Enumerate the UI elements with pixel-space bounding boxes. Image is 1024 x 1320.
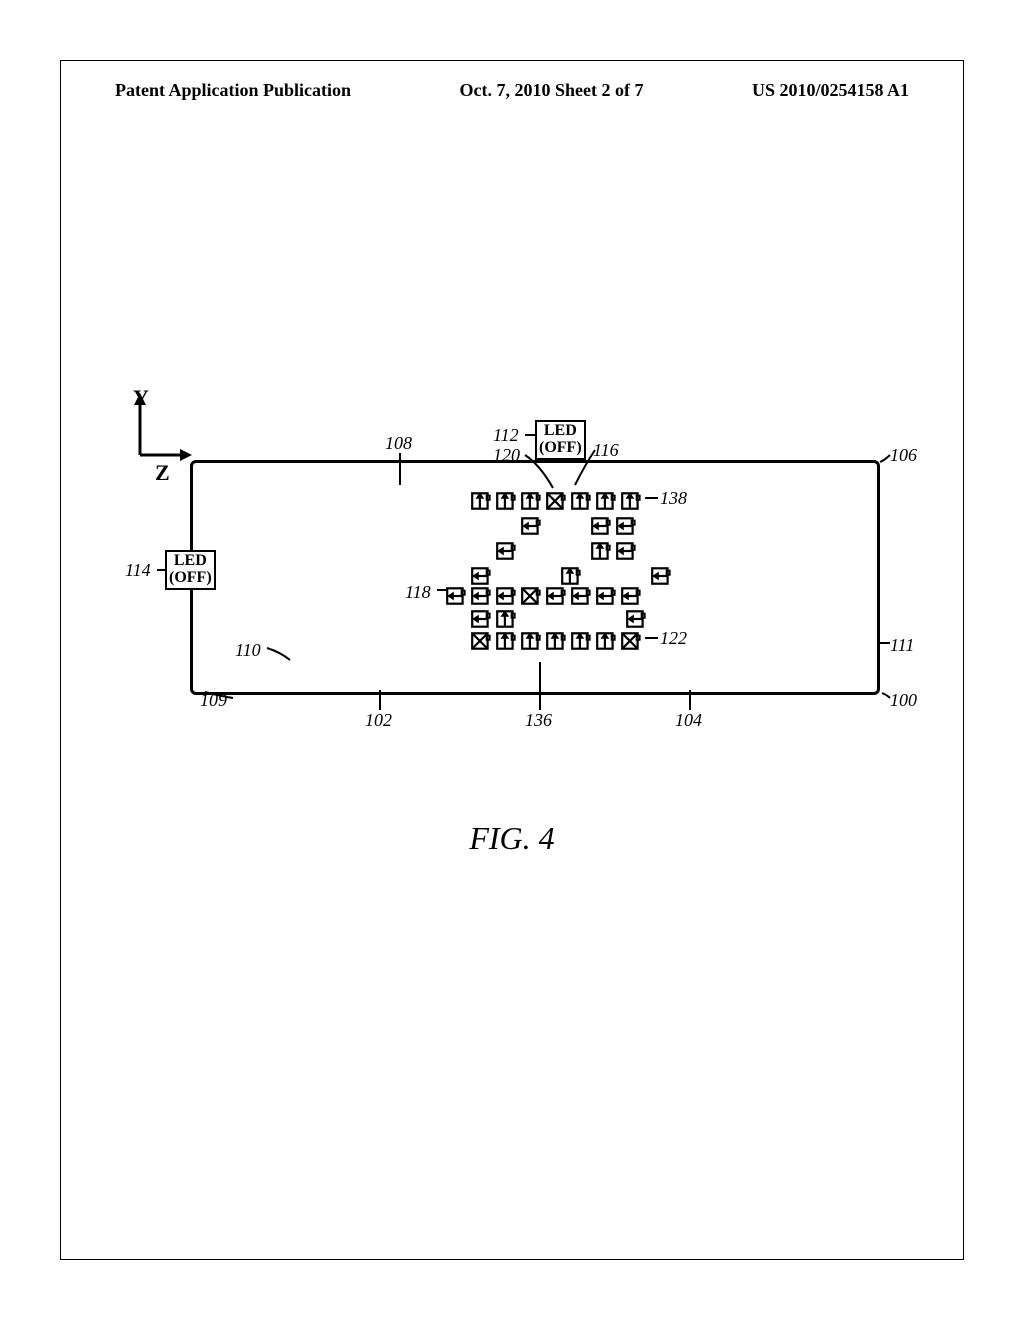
figure-4: Y Z LED (OFF) LED (OFF) 108 112 120 116 … xyxy=(115,390,905,790)
ref-110: 110 xyxy=(235,640,261,661)
arrow-left-icon xyxy=(495,585,517,607)
arrow-up-icon xyxy=(470,490,492,512)
arrow-up-icon xyxy=(495,490,517,512)
arrow-left-icon xyxy=(650,565,672,587)
page-header: Patent Application Publication Oct. 7, 2… xyxy=(0,80,1024,101)
arrow-up-icon xyxy=(495,630,517,652)
figure-caption: FIG. 4 xyxy=(0,820,1024,857)
arrow-up-icon xyxy=(590,540,612,562)
y-axis-label: Y xyxy=(133,385,149,411)
ref-106: 106 xyxy=(890,445,917,466)
led-top-l1: LED xyxy=(544,422,577,439)
ref-109: 109 xyxy=(200,690,227,711)
arrow-up-icon xyxy=(595,490,617,512)
x-box-icon xyxy=(620,630,642,652)
arrow-up-icon xyxy=(545,630,567,652)
ref-120: 120 xyxy=(493,445,520,466)
ref-111: 111 xyxy=(890,635,914,656)
arrow-left-icon xyxy=(545,585,567,607)
arrow-left-icon xyxy=(590,515,612,537)
led-left-l1: LED xyxy=(174,552,207,569)
x-box-icon xyxy=(520,585,542,607)
led-left-l2: (OFF) xyxy=(169,569,212,586)
arrow-left-icon xyxy=(445,585,467,607)
arrow-up-icon xyxy=(495,608,517,630)
arrow-up-icon xyxy=(570,630,592,652)
ref-112: 112 xyxy=(493,425,519,446)
led-top-l2: (OFF) xyxy=(539,439,582,456)
arrow-up-icon xyxy=(560,565,582,587)
arrow-up-icon xyxy=(570,490,592,512)
z-axis-label: Z xyxy=(155,460,170,486)
arrow-up-icon xyxy=(520,490,542,512)
ref-118: 118 xyxy=(405,582,431,603)
x-box-icon xyxy=(545,490,567,512)
ref-104: 104 xyxy=(675,710,702,731)
arrow-left-icon xyxy=(470,565,492,587)
led-left-box: LED (OFF) xyxy=(165,550,216,590)
ref-102: 102 xyxy=(365,710,392,731)
arrow-left-icon xyxy=(470,585,492,607)
x-box-icon xyxy=(470,630,492,652)
arrow-left-icon xyxy=(470,608,492,630)
arrow-left-icon xyxy=(625,608,647,630)
ref-136: 136 xyxy=(525,710,552,731)
led-top-box: LED (OFF) xyxy=(535,420,586,460)
arrow-left-icon xyxy=(520,515,542,537)
arrow-left-icon xyxy=(495,540,517,562)
header-right: US 2010/0254158 A1 xyxy=(752,80,909,101)
ref-116: 116 xyxy=(593,440,619,461)
arrow-left-icon xyxy=(570,585,592,607)
header-left: Patent Application Publication xyxy=(115,80,351,101)
arrow-up-icon xyxy=(620,490,642,512)
ref-108: 108 xyxy=(385,433,412,454)
header-mid: Oct. 7, 2010 Sheet 2 of 7 xyxy=(460,80,644,101)
arrow-left-icon xyxy=(595,585,617,607)
ref-114: 114 xyxy=(125,560,151,581)
ref-122: 122 xyxy=(660,628,687,649)
arrow-up-icon xyxy=(520,630,542,652)
arrow-left-icon xyxy=(615,540,637,562)
ref-100: 100 xyxy=(890,690,917,711)
ref-138: 138 xyxy=(660,488,687,509)
arrow-up-icon xyxy=(595,630,617,652)
arrow-left-icon xyxy=(615,515,637,537)
arrow-left-icon xyxy=(620,585,642,607)
